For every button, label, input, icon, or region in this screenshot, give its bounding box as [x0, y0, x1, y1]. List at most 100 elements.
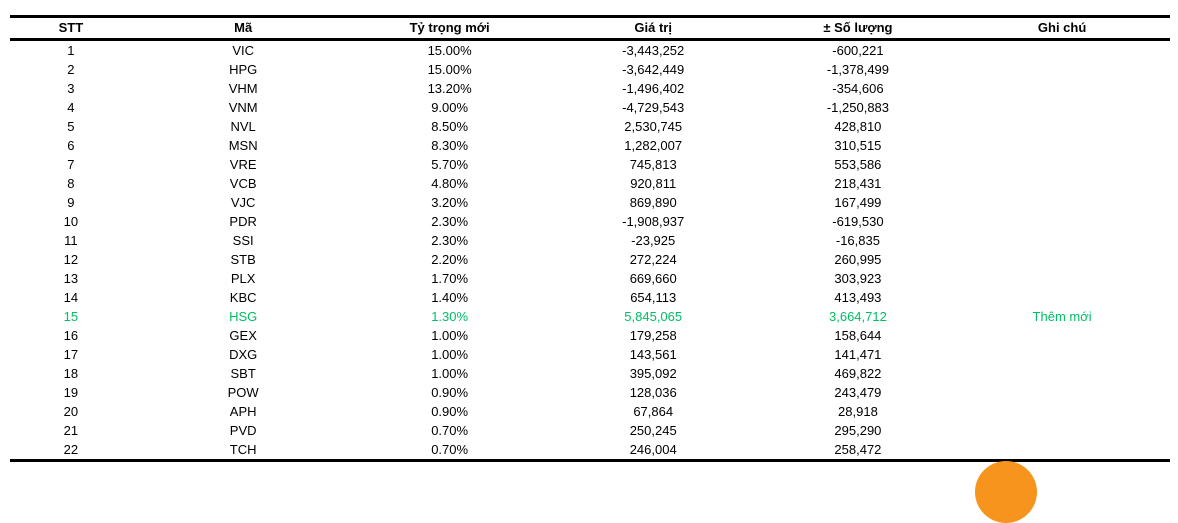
- cell-stt: 20: [63, 404, 79, 419]
- cell-stt: 14: [63, 290, 79, 305]
- cell-stt: 7: [67, 157, 75, 172]
- cell-so_luong: -600,221: [832, 43, 884, 58]
- cell-ma: VCB: [229, 176, 257, 191]
- cell-gia_tri: 272,224: [629, 252, 677, 267]
- cell-ghi_chu: [954, 402, 1170, 421]
- cell-ma: VNM: [228, 100, 258, 115]
- cell-ma: HSG: [229, 309, 258, 324]
- cell-ghi_chu: [954, 383, 1170, 402]
- cell-ma: SBT: [230, 366, 256, 381]
- cell-so_luong: -1,378,499: [826, 62, 890, 77]
- cell-ty_trong: 1.00%: [431, 366, 469, 381]
- cell-ma: VRE: [229, 157, 257, 172]
- cell-ghi_chu: [954, 231, 1170, 250]
- cell-gia_tri: 250,245: [629, 423, 677, 438]
- cell-ma: KBC: [229, 290, 257, 305]
- cell-ghi_chu: [954, 117, 1170, 136]
- table-row: 1 VIC 15.00% -3,443,252 -600,221: [10, 40, 1170, 61]
- cell-ghi_chu: [954, 364, 1170, 383]
- cell-ghi_chu: [954, 98, 1170, 117]
- cell-ty_trong: 15.00%: [427, 43, 472, 58]
- cell-stt: 5: [67, 119, 75, 134]
- table-row: 16 GEX 1.00% 179,258 158,644: [10, 326, 1170, 345]
- cell-stt: 11: [64, 233, 78, 248]
- cell-stt: 21: [63, 423, 79, 438]
- cell-ty_trong: 8.30%: [431, 138, 469, 153]
- table-row: 17 DXG 1.00% 143,561 141,471: [10, 345, 1170, 364]
- cell-stt: 8: [67, 176, 75, 191]
- cell-ma: VHM: [228, 81, 258, 96]
- cell-ma: POW: [227, 385, 259, 400]
- cell-stt: 17: [63, 347, 79, 362]
- cell-so_luong: 428,810: [834, 119, 882, 134]
- table-row: 4 VNM 9.00% -4,729,543 -1,250,883: [10, 98, 1170, 117]
- cell-ghi_chu: [954, 193, 1170, 212]
- cell-gia_tri: -1,496,402: [622, 81, 685, 96]
- cell-ty_trong: 0.90%: [431, 385, 469, 400]
- cell-ghi_chu: [954, 288, 1170, 307]
- cell-so_luong: 243,479: [834, 385, 882, 400]
- table-row: 14 KBC 1.40% 654,113 413,493: [10, 288, 1170, 307]
- cell-ghi_chu: [954, 269, 1170, 288]
- table-row: 10 PDR 2.30% -1,908,937 -619,530: [10, 212, 1170, 231]
- cell-ty_trong: 3.20%: [431, 195, 469, 210]
- cell-gia_tri: 654,113: [630, 290, 677, 305]
- column-header-ty_trong: Tỷ trọng mới: [409, 20, 490, 35]
- cell-ma: PLX: [230, 271, 256, 286]
- cell-ghi_chu: Thêm mới: [1032, 309, 1092, 324]
- orange-circle-logo-fragment: [975, 461, 1037, 523]
- cell-gia_tri: 179,258: [629, 328, 677, 343]
- portfolio-weights-table: STT Mã Tỷ trọng mới Giá trị ± Số lượng Ghi ch…: [10, 15, 1170, 462]
- cell-ma: STB: [230, 252, 256, 267]
- cell-stt: 6: [67, 138, 75, 153]
- cell-gia_tri: -3,443,252: [622, 43, 685, 58]
- cell-ma: TCH: [229, 442, 257, 457]
- cell-ma: PVD: [229, 423, 257, 438]
- cell-ty_trong: 9.00%: [431, 100, 469, 115]
- table-row: 7 VRE 5.70% 745,813 553,586: [10, 155, 1170, 174]
- cell-ty_trong: 2.20%: [431, 252, 469, 267]
- cell-ty_trong: 4.80%: [431, 176, 469, 191]
- cell-ghi_chu: [954, 326, 1170, 345]
- cell-ghi_chu: [954, 440, 1170, 461]
- table-row: 9 VJC 3.20% 869,890 167,499: [10, 193, 1170, 212]
- table-row: 22 TCH 0.70% 246,004 258,472: [10, 440, 1170, 461]
- cell-ghi_chu: [954, 345, 1170, 364]
- table-row: 8 VCB 4.80% 920,811 218,431: [10, 174, 1170, 193]
- table-row: 15 HSG 1.30% 5,845,065 3,664,712 Thêm mới: [10, 307, 1170, 326]
- cell-so_luong: 413,493: [834, 290, 882, 305]
- cell-stt: 10: [63, 214, 79, 229]
- cell-ty_trong: 0.70%: [431, 442, 469, 457]
- cell-ghi_chu: [954, 212, 1170, 231]
- cell-gia_tri: -1,908,937: [622, 214, 685, 229]
- cell-ma: MSN: [228, 138, 258, 153]
- cell-ma: VJC: [230, 195, 256, 210]
- table-body: 1 VIC 15.00% -3,443,252 -600,221 2 HPG 15.00% -3…: [10, 40, 1170, 461]
- cell-ghi_chu: [954, 60, 1170, 79]
- cell-ma: DXG: [229, 347, 258, 362]
- cell-stt: 2: [67, 62, 75, 77]
- cell-gia_tri: 67,864: [633, 404, 674, 419]
- cell-gia_tri: 869,890: [629, 195, 677, 210]
- cell-so_luong: 218,431: [834, 176, 882, 191]
- cell-gia_tri: -4,729,543: [622, 100, 685, 115]
- cell-gia_tri: 395,092: [629, 366, 677, 381]
- cell-so_luong: 260,995: [834, 252, 882, 267]
- cell-gia_tri: 669,660: [629, 271, 677, 286]
- cell-ma: HPG: [229, 62, 258, 77]
- table-row: 11 SSI 2.30% -23,925 -16,835: [10, 231, 1170, 250]
- cell-stt: 1: [67, 43, 75, 58]
- cell-ty_trong: 0.90%: [431, 404, 469, 419]
- cell-stt: 18: [63, 366, 79, 381]
- cell-stt: 12: [63, 252, 79, 267]
- cell-ma: SSI: [232, 233, 254, 248]
- cell-stt: 9: [67, 195, 75, 210]
- data-table: STT Mã Tỷ trọng mới Giá trị ± Số lượng Ghi ch…: [10, 15, 1170, 462]
- cell-ma: APH: [229, 404, 257, 419]
- table-header: STT Mã Tỷ trọng mới Giá trị ± Số lượng Ghi ch…: [10, 17, 1170, 40]
- cell-ghi_chu: [954, 421, 1170, 440]
- cell-so_luong: 303,923: [834, 271, 882, 286]
- table-row: 19 POW 0.90% 128,036 243,479: [10, 383, 1170, 402]
- column-header-stt: STT: [58, 20, 84, 35]
- table-row: 20 APH 0.90% 67,864 28,918: [10, 402, 1170, 421]
